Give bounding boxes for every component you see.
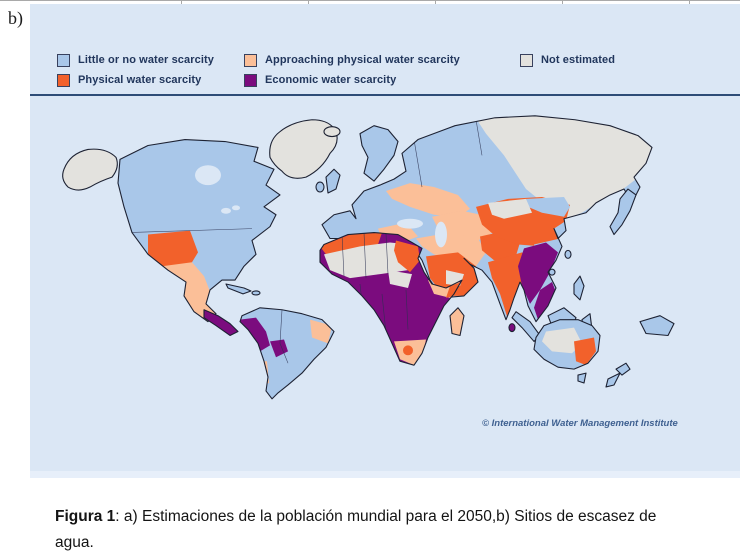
region-new-guinea (639, 315, 675, 337)
region-taiwan (564, 249, 572, 259)
region-hispaniola (251, 290, 261, 296)
legend-label: Economic water scarcity (265, 74, 397, 86)
figure-part-label: b) (8, 8, 23, 28)
region-ireland (315, 181, 325, 193)
legend-swatch-not-estimated (520, 53, 533, 67)
figure-caption-separator: : (115, 507, 124, 525)
previous-figure-axis-line (0, 0, 740, 6)
world-map (62, 115, 675, 400)
water-scarcity-map-panel: Little or no water scarcity Approaching … (30, 4, 740, 478)
legend-label: Physical water scarcity (78, 74, 202, 86)
legend-item-approaching-scarcity: Approaching physical water scarcity (244, 53, 520, 67)
legend-swatch-physical-scarcity (57, 73, 70, 87)
legend-item-physical-scarcity: Physical water scarcity (57, 73, 244, 87)
map-legend: Little or no water scarcity Approaching … (30, 4, 740, 90)
region-madagascar (449, 307, 465, 337)
legend-label: Little or no water scarcity (78, 54, 214, 66)
legend-item-little-or-no-scarcity: Little or no water scarcity (57, 53, 244, 67)
legend-divider (30, 94, 740, 96)
region-new-zealand-south (605, 372, 621, 388)
map-attribution: © International Water Management Institu… (482, 418, 678, 429)
region-central-america (203, 309, 239, 337)
hudson-bay (195, 165, 221, 186)
caspian-sea (435, 221, 447, 248)
region-british-isles (325, 168, 341, 194)
figure-caption-label: Figura 1 (55, 507, 116, 525)
region-cuba (225, 283, 252, 295)
legend-item-not-estimated: Not estimated (520, 53, 740, 67)
map-area: © International Water Management Institu… (30, 96, 740, 476)
region-greenland (269, 119, 338, 179)
region-sri-lanka (508, 323, 516, 333)
region-scandinavia (359, 125, 399, 182)
legend-swatch-little-or-no-scarcity (57, 53, 70, 67)
legend-label: Not estimated (541, 54, 616, 66)
legend-swatch-approaching-scarcity (244, 53, 257, 67)
region-alaska (62, 148, 118, 191)
region-tasmania (577, 372, 587, 384)
legend-label: Approaching physical water scarcity (265, 54, 460, 66)
region-sumatra (511, 311, 541, 342)
great-lakes (232, 205, 240, 211)
black-sea (397, 218, 423, 229)
region-new-zealand-north (615, 362, 631, 376)
region-japan (609, 188, 637, 236)
legend-item-economic-scarcity: Economic water scarcity (244, 73, 520, 87)
region-iceland (323, 126, 341, 138)
legend-swatch-economic-scarcity (244, 73, 257, 87)
region-hainan (548, 268, 556, 276)
figure-caption-text: a) Estimaciones de la población mundial … (55, 507, 657, 551)
figure-caption: Figura 1: a) Estimaciones de la població… (55, 504, 667, 554)
region-philippines (573, 275, 585, 301)
great-lakes (221, 207, 231, 214)
